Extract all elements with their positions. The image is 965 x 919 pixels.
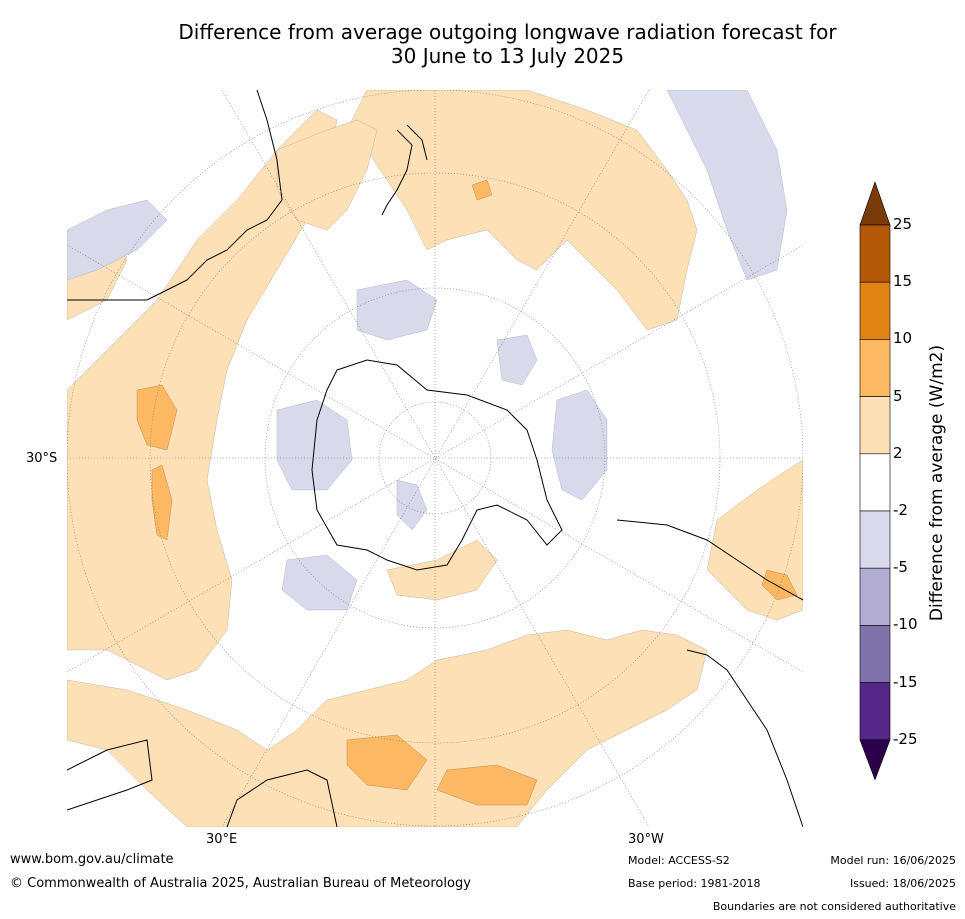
colorbar-label: Difference from average (W/m2) bbox=[927, 344, 947, 622]
map-title: Difference from average outgoing longwav… bbox=[80, 20, 935, 68]
anomaly-area-antarctic-west bbox=[551, 389, 608, 501]
anomaly-area-bay bbox=[396, 479, 428, 531]
anomaly-patch-australia-1 bbox=[346, 734, 428, 791]
strong-positive-anomaly-areas bbox=[136, 179, 798, 806]
colorbar-tick: -5 bbox=[893, 558, 908, 576]
graticule bbox=[67, 90, 803, 827]
colorbar-bin bbox=[859, 181, 891, 226]
anomaly-patch-africa bbox=[136, 384, 178, 451]
colorbar-tick: 15 bbox=[893, 272, 913, 290]
colorbar-bin bbox=[859, 682, 891, 741]
colorbar-bin bbox=[859, 453, 891, 512]
anomaly-area-ross-sea bbox=[496, 334, 538, 386]
anomaly-area-indian-south bbox=[281, 554, 358, 611]
colorbar-tick: 10 bbox=[893, 329, 913, 347]
anomaly-area-pacific-north bbox=[346, 90, 698, 331]
colorbar-tick: -15 bbox=[893, 673, 918, 691]
title-line-2: 30 June to 13 July 2025 bbox=[390, 44, 625, 68]
issued-text: Issued: 18/06/2025 bbox=[849, 877, 956, 890]
positive-anomaly-areas bbox=[67, 90, 803, 827]
website-link[interactable]: www.bom.gov.au/climate bbox=[10, 852, 174, 867]
new-zealand-coastline bbox=[381, 124, 428, 216]
anomaly-area-atlantic-south bbox=[67, 199, 168, 281]
colorbar-bin bbox=[859, 396, 891, 455]
title-line-1: Difference from average outgoing longwav… bbox=[178, 20, 837, 44]
colorbar-bin bbox=[859, 510, 891, 569]
longitude-label-30e: 30°E bbox=[206, 832, 238, 847]
africa-coastline bbox=[67, 90, 283, 301]
model-run-text: Model run: 16/06/2025 bbox=[830, 854, 956, 867]
anomaly-area-southern-ocean-1 bbox=[356, 279, 438, 341]
colorbar-bin bbox=[859, 281, 891, 340]
anomaly-patch-pacific bbox=[471, 179, 493, 201]
colorbar-tick: 25 bbox=[893, 215, 913, 233]
polar-map bbox=[67, 90, 803, 827]
antarctica-coastline bbox=[311, 359, 563, 571]
colorbar-tick: -2 bbox=[893, 501, 908, 519]
south-america-coastline bbox=[616, 519, 803, 827]
anomaly-area-antarctic-ross bbox=[386, 539, 498, 601]
colorbar-tick: -10 bbox=[893, 615, 918, 633]
anomaly-area-southern-africa-indian bbox=[67, 109, 338, 681]
model-text: Model: ACCESS-S2 bbox=[628, 854, 730, 867]
negative-anomaly-areas bbox=[67, 90, 788, 611]
colorbar-tick: -25 bbox=[893, 730, 918, 748]
anomaly-patch-australia-2 bbox=[436, 764, 538, 806]
coastlines bbox=[67, 90, 803, 827]
disclaimer-text: Boundaries are not considered authoritat… bbox=[712, 900, 956, 913]
colorbar-bin bbox=[859, 339, 891, 397]
colorbar-bin bbox=[859, 739, 891, 781]
colorbar-bin bbox=[859, 625, 891, 683]
colorbar-bin bbox=[859, 567, 891, 626]
base-period-text: Base period: 1981-2018 bbox=[628, 877, 761, 890]
colorbar bbox=[858, 180, 903, 785]
colorbar-tick: 5 bbox=[893, 387, 903, 405]
anomaly-patch-south-america bbox=[761, 569, 798, 601]
anomaly-area-new-zealand bbox=[276, 119, 378, 231]
colorbar-bin bbox=[859, 224, 891, 283]
longitude-label-30w: 30°W bbox=[628, 832, 664, 847]
colorbar-tick: 2 bbox=[893, 444, 903, 462]
anomaly-area-pacific-east bbox=[666, 90, 788, 281]
anomaly-area-australia-south bbox=[67, 629, 708, 827]
copyright-text: © Commonwealth of Australia 2025, Austra… bbox=[10, 876, 471, 891]
latitude-label-30s: 30°S bbox=[26, 451, 58, 466]
